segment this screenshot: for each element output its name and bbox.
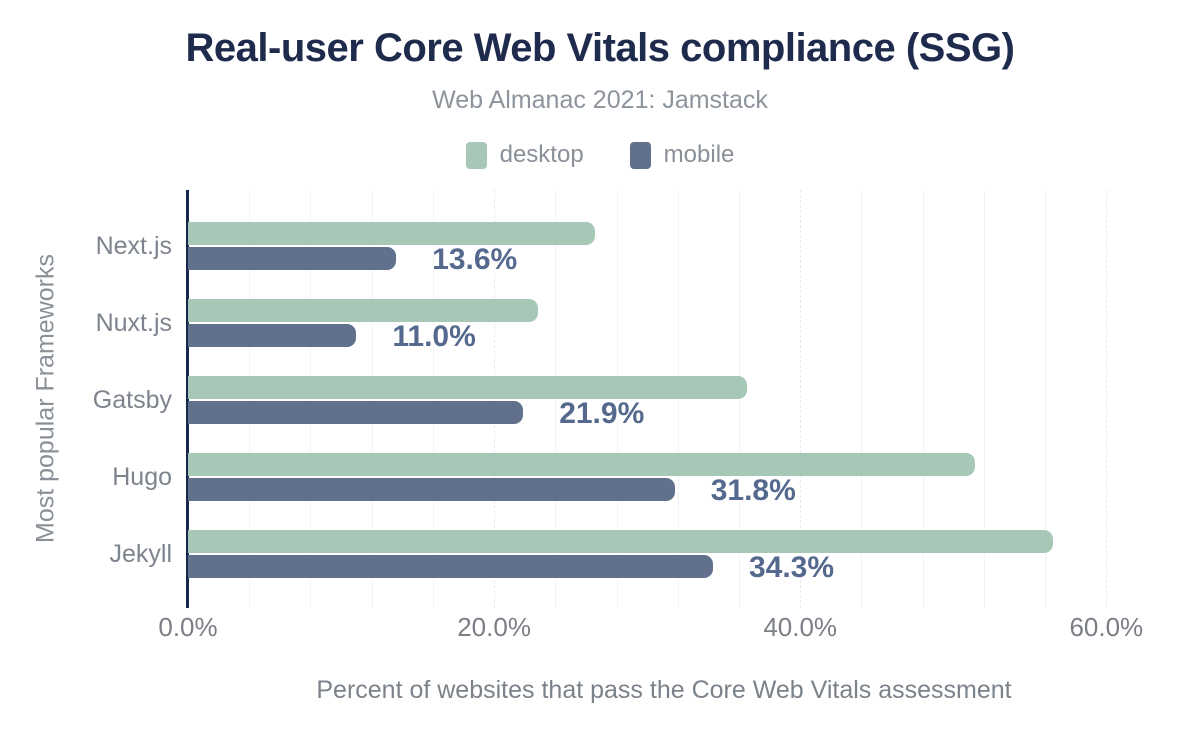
x-tick-label-0: 0.0% — [158, 612, 218, 642]
legend-item-mobile: mobile — [629, 141, 735, 169]
bar-desktop-jekyll — [188, 530, 1053, 553]
chart-subtitle: Web Almanac 2021: Jamstack — [432, 86, 768, 114]
gridline-minor — [616, 190, 618, 608]
value-label-hugo: 31.8% — [710, 473, 796, 507]
legend-label-mobile: mobile — [663, 141, 735, 168]
desktop-swatch-icon — [465, 141, 487, 169]
bar-mobile-hugo — [188, 478, 675, 501]
category-label-jekyll: Jekyll — [109, 540, 172, 568]
value-label-next-js: 13.6% — [432, 242, 518, 276]
gridline-minor — [861, 190, 863, 608]
gridline-minor — [432, 190, 434, 608]
gridline-major — [494, 190, 496, 608]
x-tick-label-60: 60.0% — [1069, 612, 1144, 642]
bar-mobile-next-js — [188, 247, 397, 270]
bar-desktop-next-js — [188, 222, 596, 245]
gridline-minor — [555, 190, 557, 608]
category-label-hugo: Hugo — [112, 463, 172, 491]
x-axis-title: Percent of websites that pass the Core W… — [316, 676, 1012, 704]
bar-mobile-nuxt-js — [188, 324, 357, 347]
value-label-gatsby: 21.9% — [559, 396, 645, 430]
gridline-major — [1106, 190, 1108, 608]
plot-area: 13.6% 11.0% 21.9% 31.8% 34.3% — [188, 190, 1140, 608]
gridline-minor — [1045, 190, 1047, 608]
gridline-minor — [371, 190, 373, 608]
x-tick-label-40: 40.0% — [763, 612, 838, 642]
chart-title: Real-user Core Web Vitals compliance (SS… — [185, 26, 1015, 70]
gridline-minor — [922, 190, 924, 608]
gridline-minor — [249, 190, 251, 608]
value-label-jekyll: 34.3% — [748, 550, 835, 584]
gridline-major — [800, 190, 802, 608]
mobile-swatch-icon — [629, 141, 651, 169]
legend: desktop mobile — [0, 141, 1200, 169]
category-label-gatsby: Gatsby — [92, 386, 172, 414]
category-label-next-js: Next.js — [95, 232, 172, 260]
gridline-minor — [310, 190, 312, 608]
gridline-minor — [677, 190, 679, 608]
x-tick-label-20: 20.0% — [457, 612, 531, 642]
legend-label-desktop: desktop — [499, 141, 584, 168]
gridline-minor — [738, 190, 740, 608]
category-label-nuxt-js: Nuxt.js — [95, 309, 172, 337]
bar-mobile-gatsby — [188, 401, 524, 424]
legend-item-desktop: desktop — [465, 141, 584, 169]
bar-mobile-jekyll — [188, 555, 713, 578]
y-axis-line — [186, 190, 189, 608]
bar-desktop-gatsby — [188, 376, 747, 399]
gridline-minor — [983, 190, 985, 608]
value-label-nuxt-js: 11.0% — [392, 319, 476, 353]
bar-desktop-hugo — [188, 453, 975, 476]
bar-desktop-nuxt-js — [188, 299, 539, 322]
